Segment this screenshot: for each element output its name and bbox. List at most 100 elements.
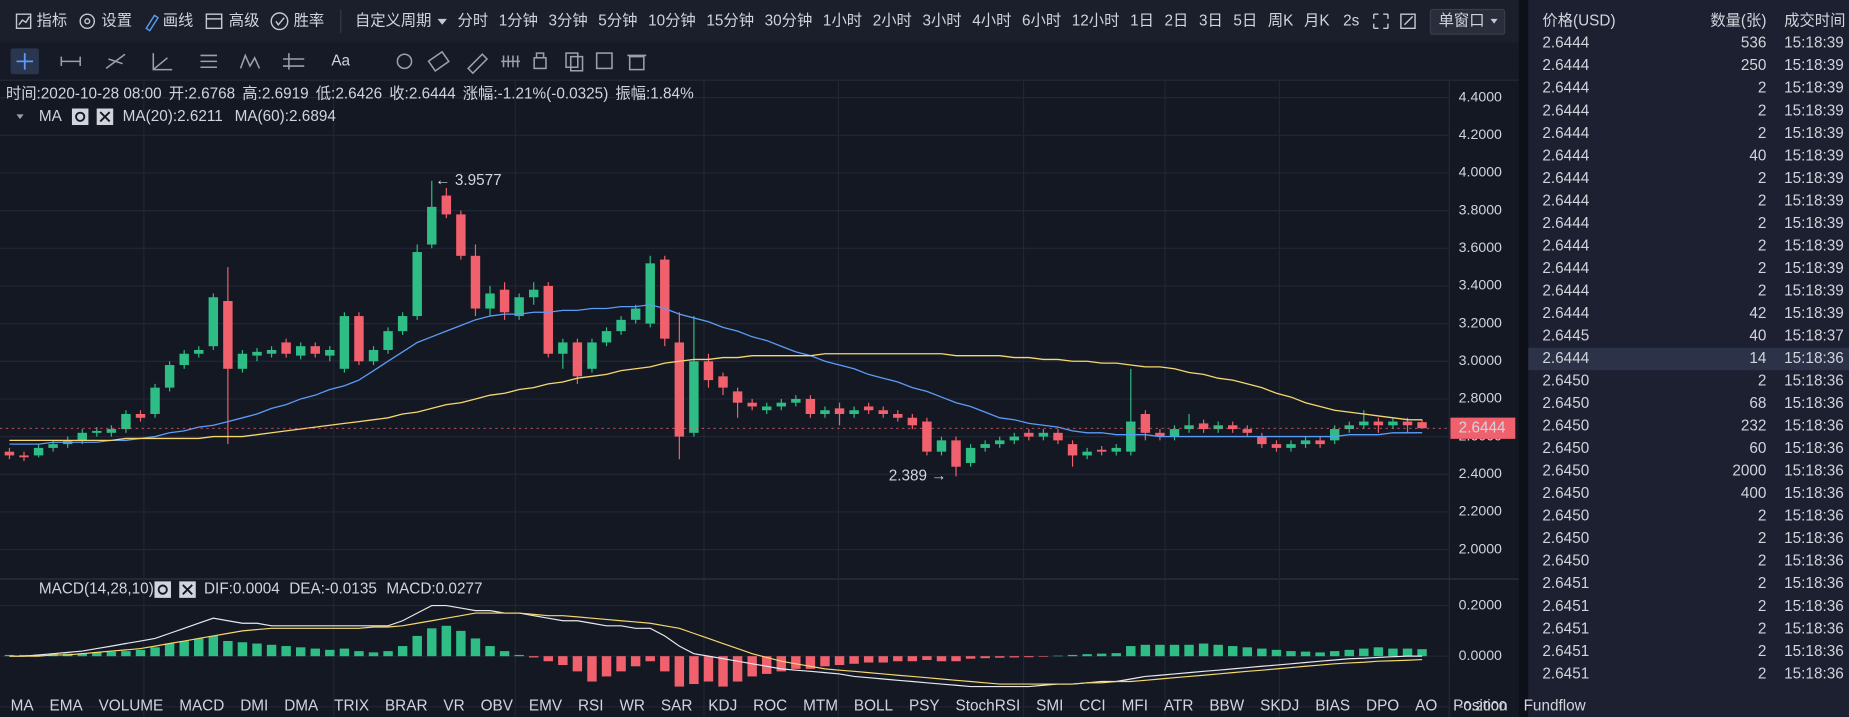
settings-button[interactable] (154, 581, 171, 598)
indicator-tab[interactable]: Position (1453, 697, 1507, 714)
indicator-tab[interactable]: SKDJ (1260, 697, 1299, 714)
settings-button[interactable] (71, 108, 89, 126)
macd-bar (121, 651, 131, 657)
indicator-tab[interactable]: DPO (1366, 697, 1399, 714)
candle-body (121, 413, 131, 430)
trade-price: 2.6451 (1542, 598, 1589, 615)
indicator-tab[interactable]: DMA (284, 697, 319, 714)
dropdown-arrow[interactable] (1490, 18, 1498, 24)
period-button[interactable]: 12小时 (1072, 12, 1120, 29)
period-button[interactable]: 2日 (1165, 12, 1189, 29)
refresh-interval[interactable]: 2s (1343, 12, 1360, 29)
indicator-tab[interactable]: ATR (1164, 697, 1194, 714)
period-button[interactable]: 5日 (1233, 12, 1257, 29)
period-button[interactable]: 4小时 (972, 12, 1011, 29)
period-button[interactable]: 月K (1304, 12, 1330, 29)
indicator-tab[interactable]: SAR (661, 697, 693, 714)
lines-icon[interactable] (200, 54, 217, 69)
macd-bar (499, 651, 510, 657)
period-button[interactable]: 1日 (1130, 12, 1154, 29)
indicator-tab[interactable]: SMI (1036, 697, 1063, 714)
period-button[interactable]: 5分钟 (598, 12, 637, 29)
ruler-icon[interactable] (60, 56, 81, 67)
macd-bar (1359, 648, 1369, 657)
tool-button[interactable]: 设置 (101, 12, 132, 29)
trade-time: 15:18:39 (1784, 35, 1844, 52)
indicator-tab[interactable]: EMA (50, 697, 84, 714)
indicator-tab[interactable]: MTM (803, 697, 838, 714)
period-button[interactable]: 2小时 (873, 12, 912, 29)
font-tool[interactable]: Aa (331, 52, 350, 69)
tool-button[interactable]: 胜率 (294, 12, 325, 29)
candle-body (514, 297, 524, 317)
macd-bar (936, 656, 947, 662)
trade-quantity: 2 (1758, 575, 1767, 592)
indicator-tab[interactable]: AO (1415, 697, 1437, 714)
indicator-tab[interactable]: CCI (1079, 697, 1105, 714)
candle-body (1373, 421, 1384, 426)
period-button[interactable]: 3日 (1199, 12, 1223, 29)
indicator-tab[interactable]: RSI (578, 697, 604, 714)
indicator-tab[interactable]: BOLL (854, 697, 893, 714)
period-button[interactable]: 分时 (458, 12, 489, 29)
candle-body (1126, 421, 1136, 452)
tool-button[interactable]: 指标 (37, 12, 68, 29)
candle-body (601, 331, 612, 343)
candle-body (558, 342, 568, 354)
period-button[interactable]: 1分钟 (499, 12, 538, 29)
macd-bar (762, 656, 772, 674)
indicator-tab[interactable]: EMV (529, 697, 563, 714)
toolbar-icons[interactable] (15, 12, 1416, 32)
candle-body (995, 440, 1005, 445)
wave-icon[interactable] (239, 53, 261, 69)
indicator-tab[interactable]: DMI (240, 697, 268, 714)
period-button[interactable]: 6小时 (1022, 12, 1061, 29)
period-button[interactable]: 30分钟 (765, 12, 813, 29)
indicator-tab[interactable]: MA (11, 697, 35, 714)
tool-button[interactable]: 画线 (163, 12, 194, 29)
info-label: 高: (242, 85, 262, 102)
candle-body (1096, 449, 1107, 452)
indicator-tab[interactable]: StochRSI (956, 697, 1021, 714)
period-button[interactable]: 15分钟 (706, 12, 754, 29)
period-button[interactable]: 1小时 (823, 12, 862, 29)
period-button[interactable]: 周K (1268, 12, 1294, 29)
custom-period-button[interactable]: 自定义周期 (355, 12, 432, 29)
drawing-icons[interactable] (396, 50, 647, 75)
indicator-tab[interactable]: OBV (481, 697, 514, 714)
indicator-tab[interactable]: BRAR (385, 697, 428, 714)
window-mode-box[interactable] (1429, 8, 1506, 35)
macd-bar (1242, 647, 1253, 657)
indicator-tab[interactable]: BIAS (1315, 697, 1350, 714)
indicator-tab[interactable]: VOLUME (99, 697, 164, 714)
collapse-arrow[interactable] (16, 114, 24, 120)
info-value: 2.6444 (409, 85, 456, 102)
indicator-tab[interactable]: BBW (1209, 697, 1244, 714)
indicator-tab[interactable]: MFI (1122, 697, 1148, 714)
window-mode[interactable]: 单窗口 (1439, 11, 1485, 29)
macd-bar (703, 656, 714, 682)
grid-icon[interactable] (283, 53, 305, 70)
indicator-tab[interactable]: WR (619, 697, 645, 714)
indicator-tab[interactable]: MACD (179, 697, 224, 714)
tool-button[interactable]: 高级 (229, 12, 260, 29)
period-button[interactable]: 10分钟 (648, 12, 696, 29)
angle-icon[interactable] (152, 53, 173, 71)
indicator-tab[interactable]: ROC (753, 697, 787, 714)
parallel-icon[interactable] (105, 53, 126, 70)
indicator-tab[interactable]: Fundflow (1524, 697, 1587, 714)
period-button[interactable]: 3小时 (922, 12, 961, 29)
ma-line (9, 304, 1423, 445)
indicator-tab[interactable]: TRIX (334, 697, 369, 714)
candle-body (1242, 429, 1253, 433)
indicator-tab[interactable]: VR (443, 697, 464, 714)
indicator-tab[interactable]: KDJ (708, 697, 737, 714)
legend-entry: DEA:-0.0135 (289, 581, 377, 598)
trade-quantity: 68 (1749, 395, 1766, 412)
dropdown-arrow[interactable] (437, 18, 447, 25)
indicator-tab[interactable]: PSY (909, 697, 940, 714)
period-button[interactable]: 3分钟 (549, 12, 588, 29)
crosshair-icon[interactable] (16, 53, 34, 70)
trade-quantity: 60 (1749, 440, 1766, 457)
trade-time: 15:18:36 (1784, 508, 1844, 525)
